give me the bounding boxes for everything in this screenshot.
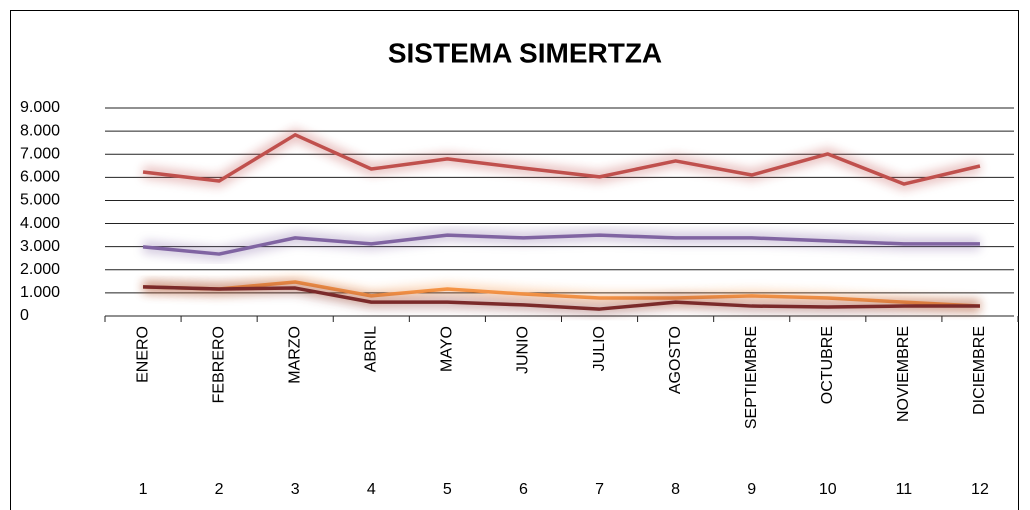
x-tick-label: SEPTIEMBRE bbox=[743, 326, 760, 429]
x-group-label: 2 bbox=[215, 481, 224, 498]
x-tick-label: MARZO bbox=[286, 326, 303, 384]
x-group-label: 11 bbox=[896, 481, 913, 498]
series-line bbox=[142, 285, 980, 311]
series-line bbox=[142, 133, 981, 186]
y-tick-label: 1.000 bbox=[20, 284, 60, 301]
x-tick-label: AGOSTO bbox=[667, 326, 684, 394]
y-tick-label: 5.000 bbox=[20, 192, 60, 209]
x-tick-label: JULIO bbox=[591, 326, 608, 371]
x-tick-label: OCTUBRE bbox=[819, 326, 836, 404]
y-tick-label: 3.000 bbox=[20, 238, 60, 255]
x-group-label: 3 bbox=[291, 481, 300, 498]
y-tick-label: 6.000 bbox=[20, 169, 60, 186]
x-group-label: 7 bbox=[595, 481, 604, 498]
x-tick-label: MAYO bbox=[439, 326, 456, 372]
x-group-label: 8 bbox=[671, 481, 680, 498]
y-tick-label: 2.000 bbox=[20, 261, 60, 278]
x-group-label: 6 bbox=[519, 481, 528, 498]
y-tick-label: 0 bbox=[20, 307, 29, 324]
x-tick-label: JUNIO bbox=[515, 326, 532, 374]
x-group-label: 10 bbox=[819, 481, 837, 498]
x-group-label: 4 bbox=[367, 481, 376, 498]
y-tick-label: 8.000 bbox=[20, 122, 60, 139]
series-line bbox=[142, 233, 980, 256]
x-tick-label: FEBRERO bbox=[210, 326, 227, 403]
x-tick-label: ABRIL bbox=[363, 326, 380, 372]
x-group-label: 12 bbox=[971, 481, 989, 498]
x-group-label: 5 bbox=[443, 481, 452, 498]
y-tick-label: 4.000 bbox=[20, 215, 60, 232]
y-tick-label: 7.000 bbox=[20, 145, 60, 162]
chart-border bbox=[10, 10, 1019, 510]
x-tick-label: NOVIEMBRE bbox=[895, 326, 912, 422]
y-tick-label: 9.000 bbox=[20, 99, 60, 116]
x-group-label: 1 bbox=[139, 481, 148, 498]
x-tick-label: ENERO bbox=[134, 326, 151, 383]
chart-title: SISTEMA SIMERTZA bbox=[388, 37, 662, 68]
x-group-label: 9 bbox=[747, 481, 756, 498]
x-tick-label: DICIEMBRE bbox=[971, 326, 988, 415]
